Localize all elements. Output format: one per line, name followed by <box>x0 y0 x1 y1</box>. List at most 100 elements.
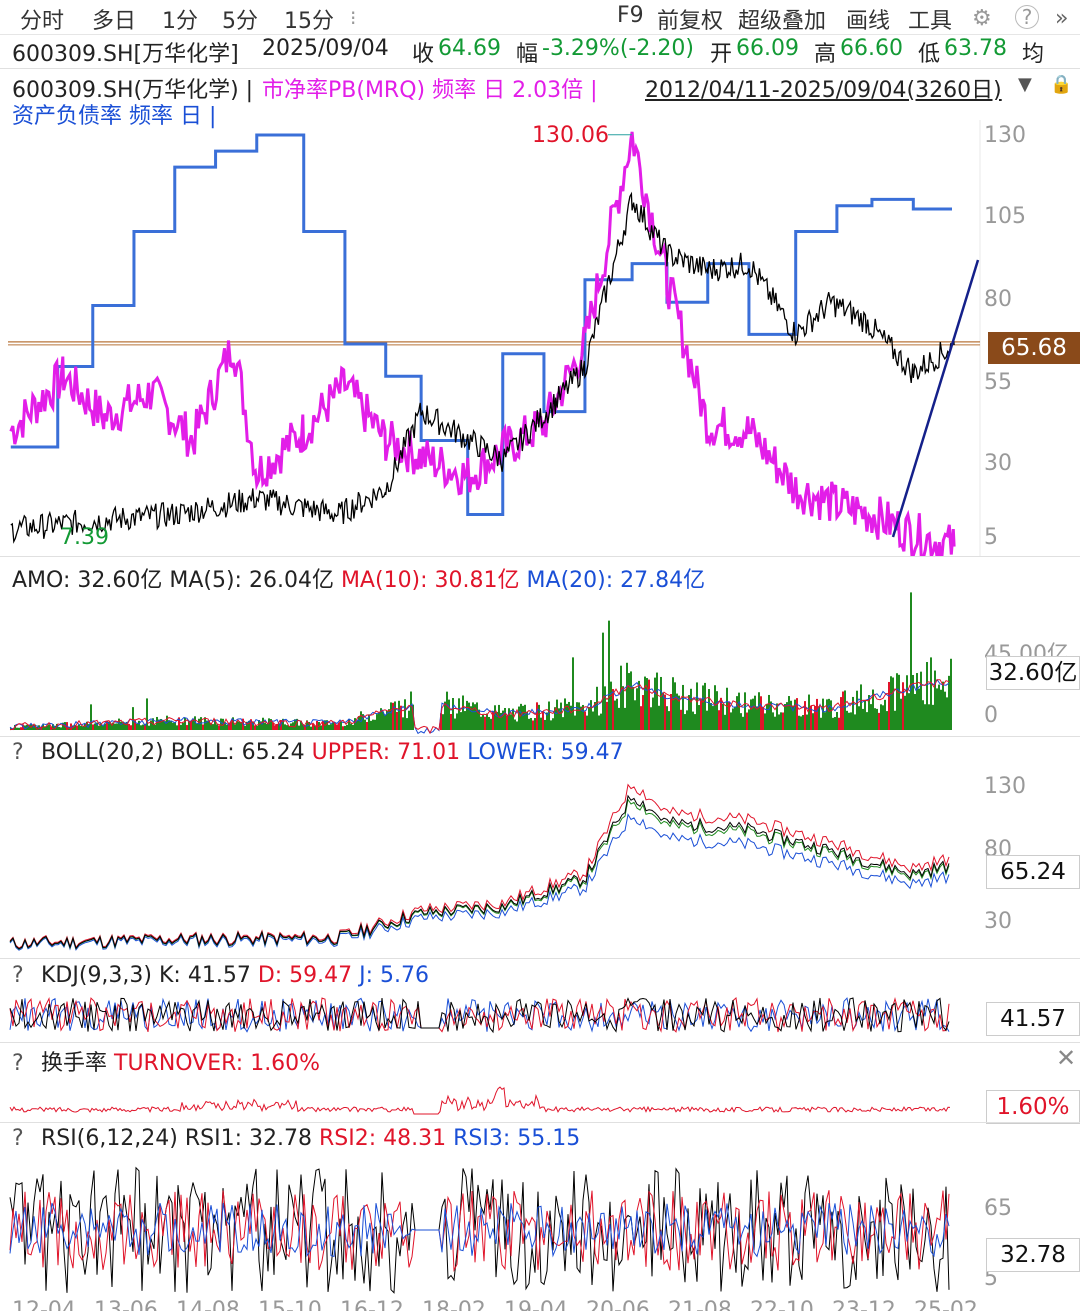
amo-ma20-line <box>9 678 950 735</box>
date-range-selector[interactable]: 2012/04/11-2025/09/04(3260日) <box>645 78 1002 103</box>
change-value: -3.29%(-2.20) <box>542 36 694 61</box>
amo-bar <box>670 693 672 730</box>
amo-bar <box>364 719 366 730</box>
amo-bar <box>838 717 840 730</box>
amo-bar <box>928 704 930 730</box>
amo-bar <box>718 710 720 730</box>
rsi-line <box>9 1202 950 1258</box>
amo-bar <box>462 695 464 730</box>
amo-bar <box>214 719 216 730</box>
amo-bar <box>566 703 568 730</box>
amo-bar <box>374 719 376 730</box>
amo-bar <box>60 727 62 730</box>
amo-bar <box>690 688 692 730</box>
amo-bar <box>492 711 494 730</box>
amo-bar <box>194 716 196 730</box>
amo-bar <box>540 717 542 730</box>
amo-bar <box>450 713 452 730</box>
amo-bar <box>530 717 532 730</box>
rsi-name[interactable]: RSI(6,12,24) <box>41 1126 178 1151</box>
amo-bar <box>212 724 214 730</box>
gear-icon[interactable]: ⚙ <box>972 6 992 31</box>
amo-bar <box>610 681 612 730</box>
amo-bar <box>482 714 484 730</box>
help-icon[interactable]: ? <box>1015 5 1039 29</box>
amo-bar <box>122 721 124 730</box>
amo-bar <box>362 714 364 730</box>
overlay-button[interactable]: 超级叠加 <box>738 9 827 34</box>
quote-bar: 600309.SH[万华化学] 2025/09/04 收 64.69 幅 -3.… <box>0 36 1080 67</box>
amo-bar <box>34 724 36 730</box>
amo-bar <box>622 686 624 730</box>
amo-bar <box>406 718 408 730</box>
amo-chart[interactable] <box>0 590 1080 735</box>
amo-bar <box>170 720 172 730</box>
amo-bar <box>948 675 950 730</box>
amo-bar <box>768 694 770 730</box>
f9-button[interactable]: F9 <box>617 3 644 28</box>
period-menu-icon[interactable]: ⁝ <box>350 6 357 30</box>
amo-bar <box>836 712 838 730</box>
rsi-chart[interactable] <box>0 1152 1080 1300</box>
amo-bar <box>282 718 284 730</box>
amo-bar <box>752 698 754 730</box>
tab-15min[interactable]: 15分 <box>284 9 334 34</box>
amo-bar <box>516 721 518 730</box>
amo-bar <box>702 685 704 730</box>
dropdown-icon[interactable]: ▼ <box>1018 74 1032 95</box>
boll-name[interactable]: BOLL(20,2) <box>41 740 164 765</box>
amo-bar <box>272 722 274 730</box>
amo-bar <box>638 680 640 730</box>
lock-icon[interactable]: 🔒 <box>1050 74 1073 95</box>
amo-bar <box>620 665 622 730</box>
amo-bar <box>674 682 676 730</box>
amo-bar <box>606 701 608 730</box>
amo-bar <box>94 723 96 730</box>
kdj-help-icon[interactable]: ? <box>12 963 24 988</box>
amo-bar <box>532 720 534 730</box>
amo-bar <box>40 726 42 730</box>
amo-bar <box>544 719 546 730</box>
amo-bar <box>726 687 728 730</box>
tab-fenshi[interactable]: 分时 <box>20 9 65 34</box>
amo-bar <box>448 699 450 730</box>
amo-bar <box>648 679 650 730</box>
amo-bar <box>128 723 130 730</box>
amo-bar <box>110 723 112 730</box>
turnover-chart[interactable] <box>0 1074 1080 1120</box>
amo-bar <box>660 676 662 730</box>
amo-bar <box>572 657 574 730</box>
rsi-help-icon[interactable]: ? <box>12 1126 24 1151</box>
tab-duori[interactable]: 多日 <box>92 9 137 34</box>
amo-bar <box>864 700 866 730</box>
tools-button[interactable]: 工具 <box>908 9 953 34</box>
amo-bar <box>78 724 80 730</box>
amo-bar <box>694 714 696 730</box>
amo-bar <box>294 719 296 730</box>
amo-bar <box>912 674 914 730</box>
amo-bar <box>456 713 458 730</box>
amo-bar <box>322 721 324 730</box>
turnover-help-icon[interactable]: ? <box>12 1051 24 1076</box>
tab-1min[interactable]: 1分 <box>162 9 198 34</box>
amo-bar <box>226 724 228 730</box>
amo-bar <box>940 689 942 730</box>
turnover-name[interactable]: 换手率 <box>41 1051 108 1076</box>
tab-5min[interactable]: 5分 <box>222 9 258 34</box>
boll-chart[interactable] <box>0 768 1080 956</box>
draw-button[interactable]: 画线 <box>846 9 891 34</box>
close-icon[interactable]: ✕ <box>1056 1044 1077 1072</box>
adjust-button[interactable]: 前复权 <box>657 9 724 34</box>
amo-bar <box>942 681 944 730</box>
amo-bar <box>380 708 382 730</box>
amo-bar <box>234 724 236 730</box>
amo-bar <box>382 711 384 730</box>
more-icon[interactable]: » <box>1055 6 1069 31</box>
kdj-name[interactable]: KDJ(9,3,3) <box>41 963 152 988</box>
amo-bar <box>130 725 132 730</box>
kdj-chart[interactable] <box>0 992 1080 1040</box>
boll-help-icon[interactable]: ? <box>12 740 24 765</box>
amo-bar <box>938 684 940 730</box>
quote-date: 2025/09/04 <box>262 36 389 61</box>
main-chart[interactable] <box>0 0 1080 556</box>
